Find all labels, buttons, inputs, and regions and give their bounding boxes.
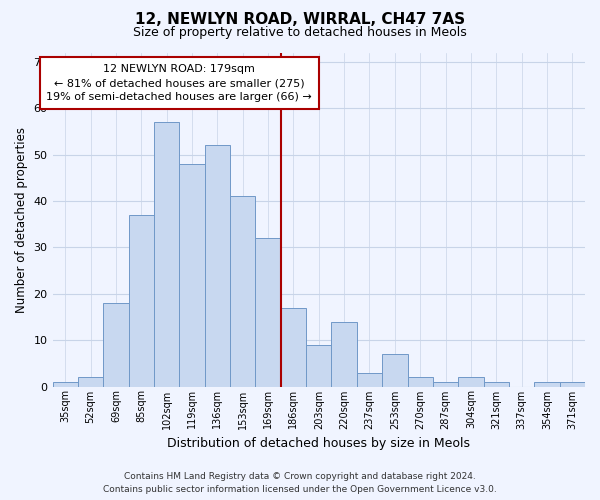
Bar bbox=[154, 122, 179, 386]
Y-axis label: Number of detached properties: Number of detached properties bbox=[15, 126, 28, 312]
Bar bbox=[484, 382, 509, 386]
Bar bbox=[256, 238, 281, 386]
Text: Size of property relative to detached houses in Meols: Size of property relative to detached ho… bbox=[133, 26, 467, 39]
X-axis label: Distribution of detached houses by size in Meols: Distribution of detached houses by size … bbox=[167, 437, 470, 450]
Text: 12 NEWLYN ROAD: 179sqm
← 81% of detached houses are smaller (275)
19% of semi-de: 12 NEWLYN ROAD: 179sqm ← 81% of detached… bbox=[46, 64, 312, 102]
Bar bbox=[357, 372, 382, 386]
Bar bbox=[331, 322, 357, 386]
Text: Contains HM Land Registry data © Crown copyright and database right 2024.
Contai: Contains HM Land Registry data © Crown c… bbox=[103, 472, 497, 494]
Bar bbox=[407, 377, 433, 386]
Text: 12, NEWLYN ROAD, WIRRAL, CH47 7AS: 12, NEWLYN ROAD, WIRRAL, CH47 7AS bbox=[135, 12, 465, 28]
Bar bbox=[128, 215, 154, 386]
Bar bbox=[230, 196, 256, 386]
Bar bbox=[560, 382, 585, 386]
Bar bbox=[53, 382, 78, 386]
Bar bbox=[382, 354, 407, 386]
Bar bbox=[306, 345, 331, 387]
Bar bbox=[103, 303, 128, 386]
Bar bbox=[205, 146, 230, 386]
Bar bbox=[78, 377, 103, 386]
Bar bbox=[534, 382, 560, 386]
Bar bbox=[458, 377, 484, 386]
Bar bbox=[433, 382, 458, 386]
Bar bbox=[281, 308, 306, 386]
Bar bbox=[179, 164, 205, 386]
